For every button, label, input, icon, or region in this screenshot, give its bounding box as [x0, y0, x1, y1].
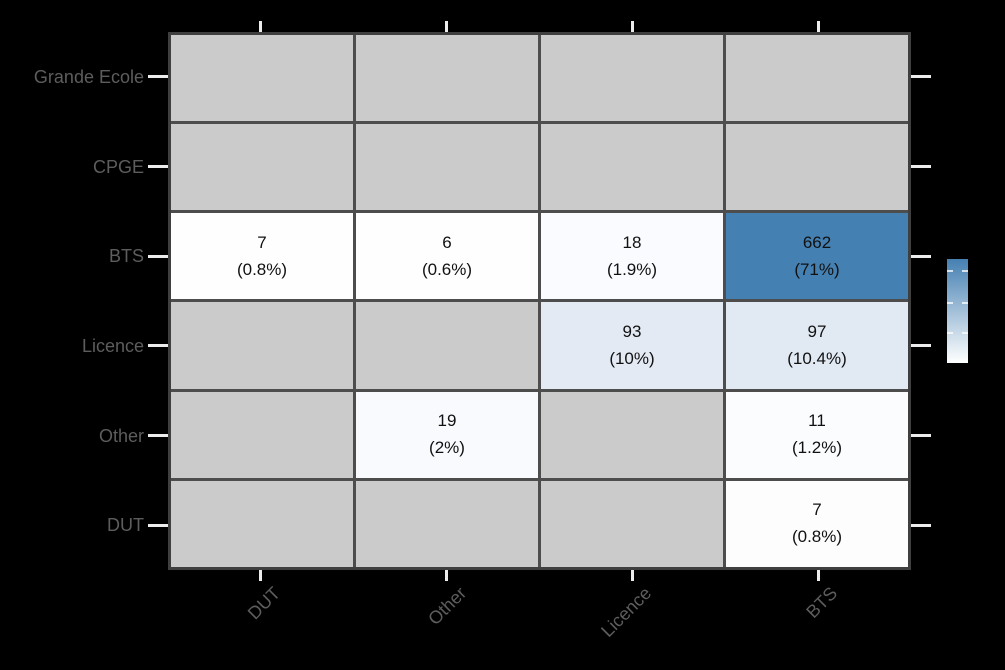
heatmap-cell-bts-bts: 662 (71%) — [726, 213, 908, 300]
x-axis-label-licence: Licence — [597, 583, 656, 642]
axis-tick — [630, 570, 634, 581]
heatmap-grid: 7 (0.8%) 6 (0.6%) 18 (1.9%) 662 (71%) 93 (10%) 97 (… — [171, 35, 908, 567]
axis-tick — [816, 570, 820, 581]
heatmap-cell-grande-ecole-bts — [726, 35, 908, 122]
cell-percent: (0.6%) — [421, 259, 473, 279]
heatmap-cell-grande-ecole-other — [356, 35, 538, 122]
heatmap-cell-licence-dut — [171, 302, 353, 389]
heatmap-cell-dut-licence — [541, 480, 723, 567]
heatmap-cell-bts-dut: 7 (0.8%) — [171, 213, 353, 300]
axis-tick — [911, 165, 931, 168]
heatmap-cell-cpge-bts — [726, 124, 908, 211]
axis-tick — [148, 523, 168, 527]
y-axis-label-other: Other — [98, 425, 144, 446]
cell-count: 662 — [802, 232, 832, 252]
cell-count: 11 — [808, 411, 826, 431]
cell-percent: (1.9%) — [606, 259, 658, 279]
cell-percent: (0.8%) — [791, 527, 843, 547]
axis-tick — [148, 75, 168, 79]
colorbar-tick — [962, 332, 968, 334]
heatmap-cell-other-bts: 11 (1.2%) — [726, 391, 908, 478]
y-axis-label-grande-ecole: Grande Ecole — [33, 66, 144, 87]
cell-count: 6 — [442, 232, 452, 252]
x-axis-label-other: Other — [423, 583, 470, 629]
axis-tick — [148, 254, 168, 258]
y-axis-label-dut: DUT — [107, 515, 144, 536]
heatmap-cell-cpge-licence — [541, 124, 723, 211]
axis-tick — [148, 344, 168, 348]
cell-percent: (10%) — [609, 349, 655, 369]
cell-count: 97 — [807, 322, 827, 342]
heatmap-cell-other-licence — [541, 391, 723, 478]
cell-percent: (2%) — [429, 438, 465, 458]
heatmap-cell-dut-other — [356, 480, 538, 567]
cell-percent: (10.4%) — [787, 349, 847, 369]
heatmap-cell-cpge-dut — [171, 124, 353, 211]
cell-count: 19 — [437, 411, 457, 431]
colorbar-tick — [962, 302, 968, 304]
axis-tick — [911, 434, 931, 437]
y-axis-label-bts: BTS — [108, 246, 144, 267]
axis-tick — [259, 570, 263, 581]
heatmap-cell-other-other: 19 (2%) — [356, 391, 538, 478]
heatmap-cell-dut-dut — [171, 480, 353, 567]
colorbar-tick — [947, 270, 953, 272]
axis-tick — [445, 21, 449, 32]
heatmap-cell-licence-licence: 93 (10%) — [541, 302, 723, 389]
heatmap-cell-bts-other: 6 (0.6%) — [356, 213, 538, 300]
heatmap-cell-licence-bts: 97 (10.4%) — [726, 302, 908, 389]
axis-tick — [148, 165, 168, 168]
heatmap-cell-dut-bts: 7 (0.8%) — [726, 480, 908, 567]
y-axis-label-cpge: CPGE — [92, 156, 144, 177]
colorbar-tick — [947, 302, 953, 304]
y-axis-label-licence: Licence — [81, 335, 144, 356]
cell-count: 7 — [812, 500, 822, 520]
heatmap-cell-grande-ecole-dut — [171, 35, 353, 122]
axis-tick — [911, 75, 931, 79]
axis-tick — [148, 434, 168, 437]
x-axis-label-bts: BTS — [802, 583, 842, 622]
plot-panel: 7 (0.8%) 6 (0.6%) 18 (1.9%) 662 (71%) 93 (10%) 97 (… — [168, 32, 911, 570]
x-axis-label-dut: DUT — [243, 583, 285, 624]
heatmap-cell-licence-other — [356, 302, 538, 389]
cell-count: 7 — [257, 232, 267, 252]
heatmap-cell-grande-ecole-licence — [541, 35, 723, 122]
cell-count: 18 — [622, 232, 642, 252]
cell-count: 93 — [622, 322, 642, 342]
cell-percent: (0.8%) — [236, 259, 288, 279]
axis-tick — [630, 21, 634, 32]
cell-percent: (71%) — [794, 259, 840, 279]
cell-percent: (1.2%) — [791, 438, 843, 458]
heatmap-cell-other-dut — [171, 391, 353, 478]
axis-tick — [911, 344, 931, 348]
axis-tick — [911, 254, 931, 258]
axis-tick — [445, 570, 449, 581]
axis-tick — [911, 523, 931, 527]
colorbar-tick — [962, 270, 968, 272]
heatmap-cell-cpge-other — [356, 124, 538, 211]
heatmap-cell-bts-licence: 18 (1.9%) — [541, 213, 723, 300]
axis-tick — [816, 21, 820, 32]
colorbar-tick — [947, 332, 953, 334]
colorbar-legend — [947, 259, 968, 363]
axis-tick — [259, 21, 263, 32]
